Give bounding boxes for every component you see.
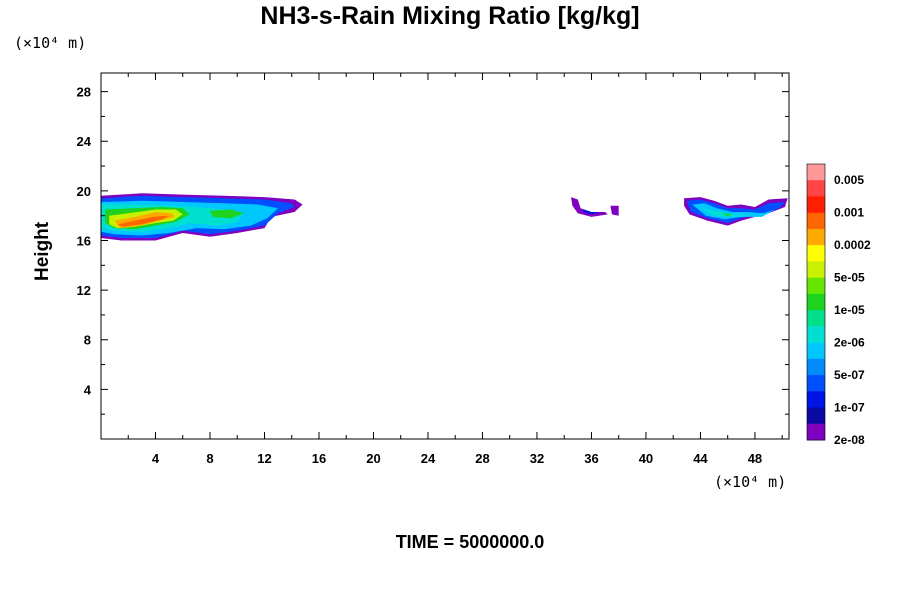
x-tick-label: 48	[748, 451, 762, 466]
colorbar-label: 0.005	[834, 173, 864, 187]
contour-5e-07-east	[692, 203, 776, 220]
x-axis-unit: (×10⁴ m)	[714, 473, 787, 491]
colorbar-swatch	[807, 342, 825, 360]
x-tick-label: 8	[206, 451, 213, 466]
time-label: TIME = 5000000.0	[395, 532, 545, 552]
colorbar-label: 1e-05	[834, 303, 865, 317]
colorbar-swatch	[807, 164, 825, 181]
colorbar-swatch	[807, 261, 825, 279]
colorbar-label: 1e-07	[834, 401, 865, 415]
contour-1e-07-central	[583, 209, 600, 215]
contour-2e-06-east	[700, 208, 753, 217]
colorbar-swatch	[807, 375, 825, 392]
y-tick-label: 8	[84, 333, 91, 348]
contour-2e-08-central-b	[610, 205, 619, 216]
y-tick-label: 28	[77, 85, 91, 100]
y-tick-label: 12	[77, 283, 91, 298]
colorbar-swatch	[807, 196, 825, 214]
contour-1e-05-west-b	[210, 209, 244, 219]
colorbar-swatch	[807, 407, 825, 425]
colorbar-swatch	[807, 228, 825, 246]
colorbar: 0.005 0.001 0.0002 5e-05 1e-05 2e-06 5e-07 1e-0…	[806, 163, 871, 447]
y-tick-label: 24	[77, 134, 92, 149]
y-tick-label: 16	[77, 233, 91, 248]
colorbar-swatch	[807, 391, 825, 409]
contour-fill-layer	[101, 193, 788, 241]
colorbar-label: 2e-08	[834, 433, 865, 447]
x-tick-label: 36	[584, 451, 598, 466]
colorbar-frame	[806, 163, 826, 441]
colorbar-swatch	[807, 358, 825, 376]
y-tick-label: 20	[77, 184, 91, 199]
x-tick-label: 20	[366, 451, 380, 466]
colorbar-swatch	[807, 245, 825, 262]
x-tick-label: 32	[530, 451, 544, 466]
colorbar-swatch	[807, 277, 825, 295]
x-tick-label: 12	[257, 451, 271, 466]
contour-0.001-west	[117, 215, 170, 227]
colorbar-swatch	[807, 310, 825, 327]
colorbar-label: 0.001	[834, 206, 864, 220]
x-tick-label: 44	[693, 451, 708, 466]
colorbar-label: 5e-05	[834, 271, 865, 285]
colorbar-label: 2e-06	[834, 336, 865, 350]
colorbar-label: 0.0002	[834, 238, 871, 252]
contour-2e-08-central	[571, 197, 608, 217]
colorbar-swatch	[807, 293, 825, 311]
contour-1e-07-east	[686, 199, 785, 224]
colorbar-swatch	[807, 326, 825, 344]
colorbar-swatch	[807, 212, 825, 230]
colorbar-swatch	[807, 423, 825, 441]
colorbar-label: 5e-07	[834, 368, 865, 382]
y-tick-label: 4	[84, 382, 92, 397]
y-axis-unit: (×10⁴ m)	[14, 34, 87, 52]
plot-frame	[100, 72, 790, 440]
x-tick-label: 4	[152, 451, 160, 466]
x-tick-label: 16	[312, 451, 326, 466]
contour-1e-05-east	[722, 213, 732, 217]
colorbar-swatch	[807, 180, 825, 197]
x-tick-label: 28	[475, 451, 489, 466]
x-tick-label: 24	[421, 451, 436, 466]
x-tick-label: 40	[639, 451, 653, 466]
chart-title: NH3-s-Rain Mixing Ratio [kg/kg]	[260, 2, 640, 30]
